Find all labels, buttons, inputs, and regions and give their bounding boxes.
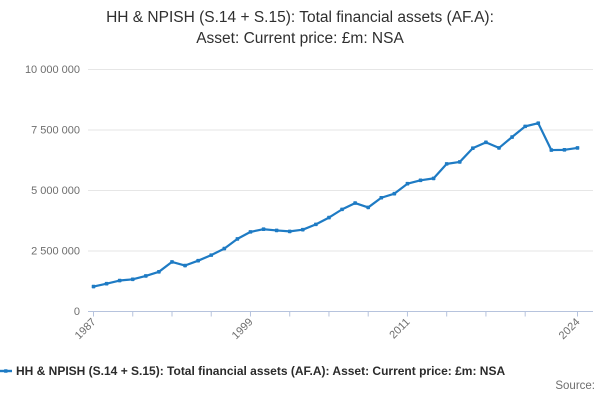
x-axis-tick-label: 1987 bbox=[73, 316, 99, 342]
x-axis-tick-label: 2011 bbox=[387, 316, 412, 341]
data-point-marker bbox=[261, 227, 266, 232]
data-point-marker bbox=[183, 263, 187, 268]
data-point-marker bbox=[405, 181, 410, 186]
data-point-marker bbox=[562, 148, 567, 152]
data-point-marker bbox=[274, 228, 279, 233]
data-point-marker bbox=[536, 121, 541, 126]
y-axis-tick-label: 0 bbox=[74, 306, 80, 318]
data-point-marker bbox=[196, 258, 200, 263]
data-point-marker bbox=[457, 160, 462, 164]
y-axis-tick-label: 5 000 000 bbox=[31, 185, 80, 197]
data-point-marker bbox=[340, 207, 344, 212]
x-axis-tick-label: 2024 bbox=[557, 316, 583, 342]
data-point-marker bbox=[484, 140, 488, 145]
legend: HH & NPISH (S.14 + S.15): Total financia… bbox=[0, 363, 600, 379]
data-point-marker bbox=[91, 284, 96, 289]
data-point-marker bbox=[314, 222, 318, 227]
data-point-marker bbox=[287, 229, 292, 234]
data-point-marker bbox=[575, 146, 580, 150]
data-point-marker bbox=[471, 146, 475, 150]
data-point-marker bbox=[431, 176, 436, 181]
y-axis-tick-label: 7 500 000 bbox=[31, 125, 80, 137]
y-axis-tick-label: 2 500 000 bbox=[31, 246, 80, 258]
data-point-marker bbox=[366, 205, 371, 210]
data-point-marker bbox=[379, 195, 384, 200]
data-point-marker bbox=[130, 277, 135, 282]
data-point-marker bbox=[418, 178, 423, 183]
source-label: Source: bbox=[555, 380, 595, 392]
data-point-marker bbox=[327, 215, 331, 220]
data-point-marker bbox=[353, 201, 357, 205]
chart-title: HH & NPISH (S.14 + S.15): Total financia… bbox=[0, 7, 600, 49]
legend-series-marker-icon bbox=[0, 369, 12, 373]
data-point-marker bbox=[549, 148, 554, 152]
data-point-marker bbox=[222, 246, 227, 251]
data-point-marker bbox=[497, 146, 501, 150]
chart-title-line-2: Asset: Current price: £m: NSA bbox=[196, 30, 404, 47]
data-point-marker bbox=[510, 135, 514, 139]
data-point-marker bbox=[248, 230, 253, 234]
series-line bbox=[92, 122, 579, 288]
data-point-marker bbox=[444, 162, 449, 166]
data-point-marker bbox=[235, 237, 240, 241]
data-point-marker bbox=[104, 281, 109, 286]
data-point-marker bbox=[392, 191, 397, 196]
y-axis-tick-label: 10 000 000 bbox=[25, 64, 80, 76]
data-point-marker bbox=[523, 124, 527, 129]
chart-title-line-1: HH & NPISH (S.14 + S.15): Total financia… bbox=[106, 9, 494, 26]
data-point-marker bbox=[157, 270, 161, 274]
data-point-marker bbox=[144, 274, 148, 278]
legend-series-label: HH & NPISH (S.14 + S.15): Total financia… bbox=[16, 364, 506, 378]
data-point-marker bbox=[117, 278, 122, 283]
data-point-marker bbox=[170, 260, 174, 264]
data-point-marker bbox=[209, 253, 214, 257]
data-point-marker bbox=[300, 227, 305, 232]
x-axis-tick-label: 1999 bbox=[230, 316, 256, 342]
